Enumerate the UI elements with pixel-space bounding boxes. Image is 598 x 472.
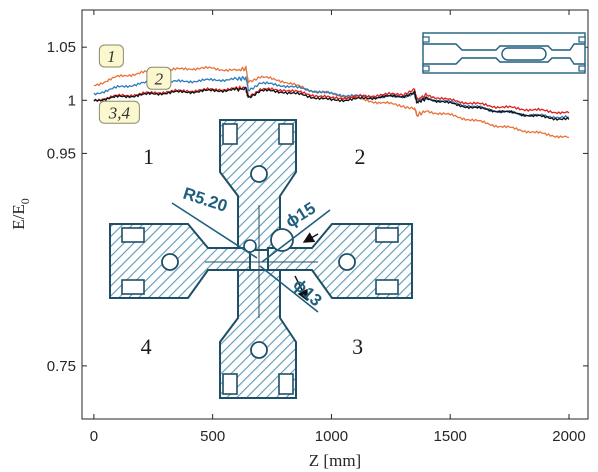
- y-tick-label: 1.05: [47, 39, 76, 56]
- section-cavity: [501, 47, 547, 61]
- section-notch: [578, 65, 586, 72]
- section-channel: [423, 43, 585, 65]
- radius-leader: [171, 202, 258, 259]
- diameter-13-leader: [259, 265, 319, 313]
- x-axis-label: Z [mm]: [309, 451, 361, 470]
- dim-arrow: [294, 275, 308, 302]
- series-line-4: [93, 86, 570, 121]
- cross-arm-bottom: [219, 269, 297, 399]
- plot-area-frame: [81, 9, 589, 420]
- series-line-2: [93, 75, 570, 120]
- y-axis-label-main: E/E: [9, 204, 28, 230]
- hole: [250, 341, 268, 359]
- slot: [375, 227, 399, 243]
- curve-label-box: [98, 100, 140, 124]
- curve-label: 3,4: [98, 100, 140, 124]
- svg-text:E/E0: E/E0: [9, 198, 32, 230]
- curve-label-text: 2: [155, 69, 164, 88]
- curve-label: 1: [98, 44, 124, 68]
- curve-label-text: 1: [107, 47, 116, 66]
- slot: [278, 373, 294, 395]
- curve-label-box: [146, 66, 172, 90]
- x-tick-label: 1000: [315, 428, 348, 445]
- y-tick-label: 0.75: [47, 358, 76, 375]
- hole: [161, 253, 179, 271]
- slot: [222, 373, 238, 395]
- curve-label: 2: [146, 66, 172, 90]
- section-notch: [422, 36, 430, 43]
- quadrant-label: 4: [141, 334, 152, 359]
- dim-arrow: [302, 232, 319, 243]
- section-notch: [422, 65, 430, 72]
- hole: [250, 165, 268, 183]
- x-tick-label: 2000: [552, 428, 585, 445]
- slot: [278, 123, 294, 145]
- axis-ticks: 0 500 1000 1500 2000 0.75 0.95 1 1.05: [47, 10, 588, 445]
- hole-small: [243, 239, 257, 253]
- y-tick-label: 1: [68, 92, 76, 109]
- curve-label-text: 3,4: [108, 103, 131, 122]
- y-axis-label-subscript: 0: [18, 198, 32, 204]
- slot: [121, 227, 145, 243]
- quadrant-label: 3: [352, 334, 363, 359]
- longitudinal-section-diagram: [422, 32, 586, 74]
- curve-labels: 123,4: [98, 44, 172, 124]
- x-tick-label: 1500: [434, 428, 467, 445]
- cross-section-diagram: R5.20 ϕ15 ϕ13: [109, 119, 413, 399]
- x-tick-label: 0: [90, 428, 98, 445]
- hole: [338, 253, 356, 271]
- y-tick-label: 0.95: [47, 145, 76, 162]
- quadrant-labels: 1 2 4 3: [141, 144, 366, 359]
- slot: [222, 123, 238, 145]
- slot: [375, 279, 399, 295]
- y-axis-label: E/E0: [9, 198, 32, 230]
- x-tick-label: 500: [200, 428, 225, 445]
- series-layer: [93, 64, 570, 139]
- quadrant-label: 2: [354, 144, 365, 169]
- curve-label-box: [98, 44, 124, 68]
- hole-15: [270, 228, 294, 252]
- diameter-15-leader: [261, 209, 331, 263]
- slot: [121, 279, 145, 295]
- quadrant-label: 1: [143, 144, 154, 169]
- diameter-15-label: ϕ15: [282, 199, 319, 232]
- cross-arm-left: [109, 223, 251, 299]
- section-notch: [578, 36, 586, 43]
- radius-dimension-label: R5.20: [181, 184, 230, 216]
